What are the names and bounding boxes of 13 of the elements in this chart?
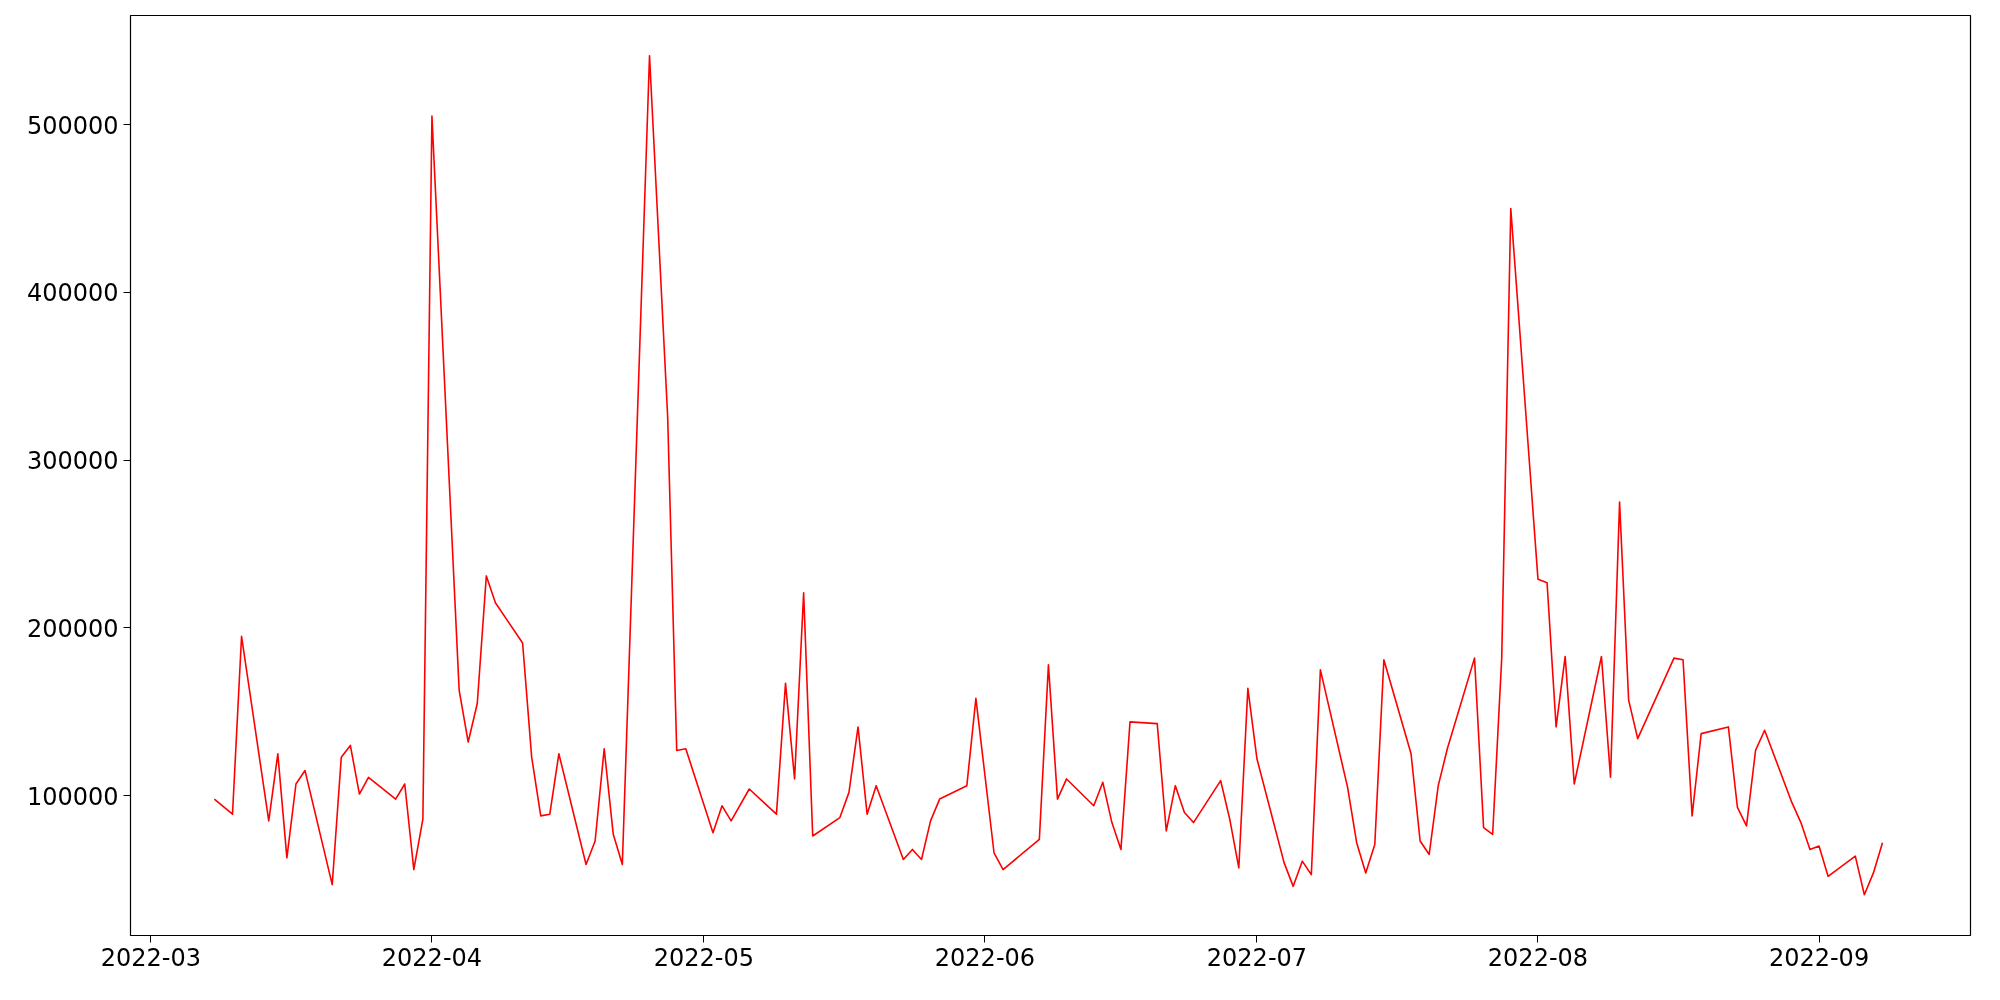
line-series [213, 54, 1884, 896]
y-tick-label: 400000 [26, 279, 119, 308]
x-tick-label: 2022-05 [653, 943, 755, 972]
x-tick-label: 2022-06 [934, 943, 1036, 972]
x-tick-label: 2022-04 [381, 943, 483, 972]
x-tick-label: 2022-08 [1487, 943, 1589, 972]
x-tick-label: 2022-07 [1206, 943, 1308, 972]
y-tick-label: 200000 [26, 614, 119, 643]
y-tick-label: 300000 [26, 447, 119, 476]
x-tick-label: 2022-09 [1768, 943, 1870, 972]
y-tick-label: 500000 [26, 111, 119, 140]
y-tick-label: 100000 [26, 782, 119, 811]
x-tick-label: 2022-03 [100, 943, 202, 972]
